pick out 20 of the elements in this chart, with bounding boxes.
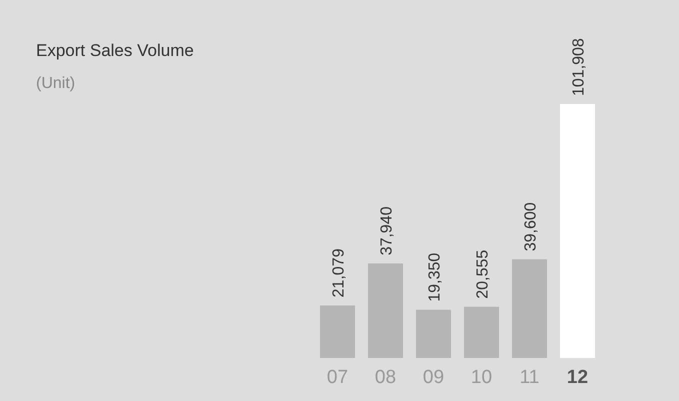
bar [560,104,595,358]
text: Export Sales Volume [36,41,194,60]
bar [416,310,451,358]
data-label: 21,079 [330,248,348,298]
bar [464,306,499,358]
data-label: 39,600 [522,202,540,252]
bar [512,259,547,358]
data-label: 19,350 [426,252,444,302]
data-label: 37,940 [378,206,396,256]
bar [368,263,403,358]
bar [320,305,355,358]
data-label: 101,908 [570,38,588,96]
x-tick-label: 07 [326,367,348,388]
x-tick-label: 08 [374,367,396,388]
x-tick-label: 12 [566,367,588,388]
x-tick-label: 11 [520,367,540,388]
x-tick-label: 10 [470,367,492,388]
x-tick-label: 09 [422,367,444,388]
text: (Unit) [36,75,76,92]
data-label: 20,555 [474,250,492,299]
